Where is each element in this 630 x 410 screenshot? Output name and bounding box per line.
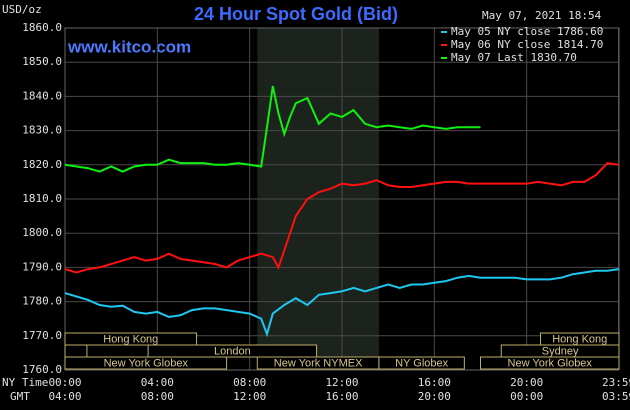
session-label: New York Globex	[104, 357, 189, 369]
legend-label: May 05 NY close 1786.60	[451, 25, 603, 38]
y-tick-label: 1770.0	[22, 329, 62, 342]
x-tick-label: 16:00	[418, 376, 451, 389]
brand: www.kitco.com	[67, 37, 191, 56]
session-box	[378, 356, 465, 370]
price-line	[64, 162, 620, 274]
x2-tick-label: 03:59	[602, 390, 630, 403]
session-label: New York Globex	[508, 357, 593, 369]
session-box	[64, 332, 198, 346]
session-label: Hong Kong	[103, 333, 158, 345]
price-line	[64, 268, 620, 338]
session-box	[147, 344, 318, 358]
session-label: Hong Kong	[552, 333, 607, 345]
x-tick-label: 20:00	[510, 376, 543, 389]
x2-tick-label: 08:00	[141, 390, 174, 403]
chart-title: 24 Hour Spot Gold (Bid)	[194, 4, 398, 24]
session-label: NY Globex	[395, 357, 448, 369]
x-tick-label: 23:59	[602, 376, 630, 389]
x-tick-label: 08:00	[233, 376, 266, 389]
y-tick-label: 1780.0	[22, 295, 62, 308]
session-box	[480, 356, 620, 370]
y-tick-label: 1820.0	[22, 158, 62, 171]
timestamp: May 07, 2021 18:54	[482, 9, 602, 22]
session-box	[64, 356, 228, 370]
y-tick-label: 1860.0	[22, 21, 62, 34]
x-label: NY Time	[2, 376, 48, 389]
session-label: Sydney	[542, 345, 579, 357]
x2-label: GMT	[10, 390, 30, 403]
x2-tick-label: 04:00	[48, 390, 81, 403]
x2-tick-label: 00:00	[510, 390, 543, 403]
x2-tick-label: 12:00	[233, 390, 266, 403]
session-label: London	[214, 345, 251, 357]
y-tick-label: 1850.0	[22, 55, 62, 68]
legend-label: May 07 Last 1830.70	[451, 51, 577, 64]
y-tick-label: 1760.0	[22, 363, 62, 376]
x-tick-label: 04:00	[141, 376, 174, 389]
y-tick-label: 1840.0	[22, 89, 62, 102]
y-tick-label: 1800.0	[22, 226, 62, 239]
y-tick-label: 1790.0	[22, 260, 62, 273]
x-tick-label: 00:00	[48, 376, 81, 389]
plot-frame	[64, 27, 620, 371]
y-tick-label: 1830.0	[22, 124, 62, 137]
x2-tick-label: 16:00	[325, 390, 358, 403]
x2-tick-label: 20:00	[418, 390, 451, 403]
price-line	[64, 85, 481, 173]
session-box	[64, 344, 88, 358]
session-label: New York NYMEX	[274, 357, 363, 369]
y-tick-label: 1810.0	[22, 192, 62, 205]
legend-label: May 06 NY close 1814.70	[451, 38, 603, 51]
x-tick-label: 12:00	[325, 376, 358, 389]
y-unit: USD/oz	[2, 3, 42, 16]
